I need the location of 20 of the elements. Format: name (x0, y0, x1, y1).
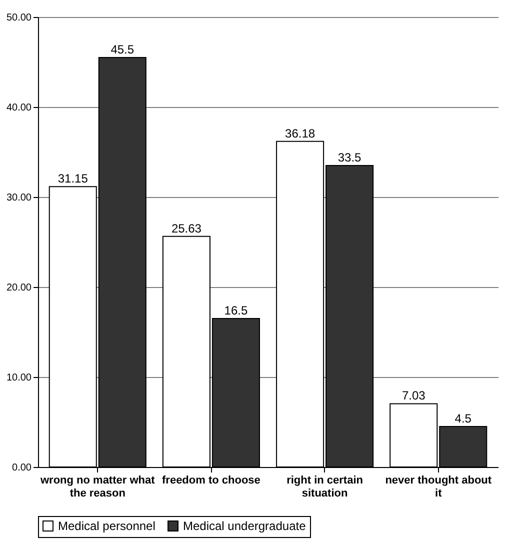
y-tick-label: 0.00 (12, 462, 32, 474)
y-tick-label: 40.00 (6, 102, 32, 114)
y-tick-label: 30.00 (6, 192, 32, 204)
y-tick-label: 10.00 (6, 372, 32, 384)
data-label: 16.5 (224, 304, 248, 318)
data-label: 45.5 (110, 42, 134, 56)
data-label: 7.03 (402, 388, 426, 403)
data-label: 31.15 (58, 172, 88, 186)
x-tick-label: never thought about it (385, 474, 492, 500)
x-tick-label: right in certain situation (286, 474, 364, 500)
data-label: 25.63 (171, 221, 202, 236)
data-label: 36.18 (285, 126, 316, 140)
x-tick-label: freedom to choose (162, 474, 260, 486)
data-label: 4.5 (454, 412, 472, 426)
data-label: 33.5 (338, 150, 362, 164)
y-tick-label: 20.00 (6, 282, 32, 294)
x-tick-label: wrong no matter what the reason (39, 474, 156, 500)
y-tick-label: 50.00 (6, 12, 32, 24)
legend-label: Medical personnel (58, 519, 156, 533)
legend-label: Medical undergraduate (183, 519, 306, 533)
